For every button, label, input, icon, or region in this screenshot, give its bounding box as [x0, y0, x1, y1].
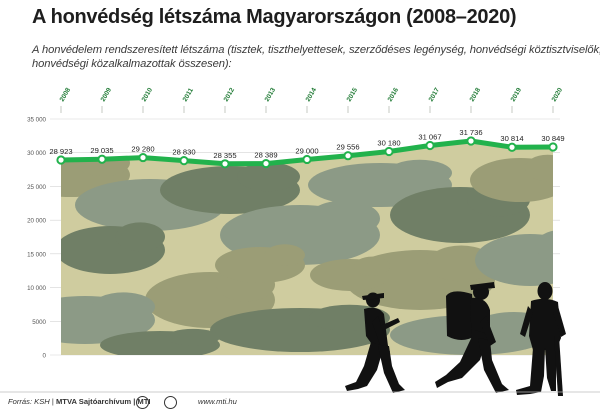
data-label: 29 280 — [131, 145, 154, 154]
x-tick-label: 2010 — [141, 87, 155, 103]
chart-subtitle-line-2: honvédségi közalkalmazottak összesen): — [32, 58, 232, 70]
footer-source-label: Forrás: KSH — [8, 397, 50, 406]
soldier-with-backpack-silhouette — [435, 282, 509, 393]
data-point — [343, 151, 353, 161]
camo-blob — [237, 162, 300, 192]
data-label: 28 923 — [49, 147, 72, 156]
footer-credit: MTVA Sajtóarchívum | MTI — [55, 397, 151, 406]
data-label: 28 830 — [172, 148, 195, 157]
mti-logo-icon — [164, 396, 177, 409]
chart-subtitle-line-1: A honvédelem rendszeresített létszáma (t… — [32, 44, 600, 56]
data-label: 31 736 — [459, 128, 482, 137]
data-point — [220, 159, 230, 169]
data-label: 30 849 — [541, 134, 564, 143]
camo-blob — [354, 256, 390, 276]
data-point — [138, 152, 148, 163]
data-label: 30 814 — [500, 134, 523, 143]
x-tick-label: 2013 — [264, 87, 278, 103]
camo-blob — [115, 222, 165, 252]
data-label: 29 035 — [90, 146, 113, 155]
y-tick-label: 0 — [43, 353, 47, 360]
chart-title: A honvédség létszáma Magyarországon (200… — [32, 6, 517, 28]
x-tick-label: 2012 — [223, 87, 237, 103]
data-label: 30 180 — [377, 139, 400, 148]
soldier-standing-silhouette — [516, 282, 566, 396]
data-markers — [56, 136, 558, 169]
data-point — [466, 136, 476, 146]
camo-blob — [387, 159, 452, 187]
data-point — [97, 154, 107, 164]
camo-blob — [525, 154, 553, 182]
y-tick-label: 10 000 — [27, 285, 46, 292]
camo-blob — [308, 200, 380, 237]
x-tick-label: 2020 — [551, 87, 565, 103]
data-point — [425, 140, 435, 151]
camo-blob — [470, 158, 553, 202]
x-tick-label: 2011 — [182, 87, 195, 103]
camo-blob — [92, 292, 155, 322]
soldier-silhouette — [345, 292, 405, 393]
x-tick-label: 2018 — [469, 87, 483, 103]
y-tick-label: 25 000 — [27, 184, 46, 191]
camo-blob — [535, 230, 553, 262]
data-point — [261, 158, 271, 169]
x-tick-label: 2015 — [346, 87, 360, 103]
footer-source: Forrás: KSH | MTVA Sajtóarchívum | MTI — [8, 397, 151, 406]
footer-url: www.mti.hu — [198, 397, 237, 406]
camo-blob — [166, 328, 220, 346]
y-tick-label: 5000 — [32, 319, 46, 326]
camo-blob — [475, 234, 553, 286]
x-axis-year-labels: 2008 2009 2010 2011 2012 2013 2014 2015 2016 2017… — [59, 87, 565, 113]
data-point — [56, 155, 66, 165]
mtva-logo-icon — [136, 396, 149, 409]
soldier-silhouettes — [345, 282, 566, 396]
data-point — [507, 142, 517, 152]
x-tick-label: 2008 — [59, 87, 73, 103]
data-point — [179, 156, 189, 166]
data-point — [384, 146, 394, 157]
data-value-labels: 28 923 29 035 29 280 28 830 28 355 28 389 29 0… — [49, 128, 564, 160]
data-label: 28 355 — [213, 151, 236, 160]
x-tick-label: 2019 — [510, 87, 524, 103]
x-tick-label: 2014 — [305, 87, 319, 103]
data-label: 29 556 — [336, 143, 359, 152]
x-tick-label: 2016 — [387, 87, 401, 103]
data-point — [302, 154, 312, 165]
data-point — [548, 142, 558, 152]
x-tick-label: 2017 — [428, 87, 442, 103]
y-axis: 0 5000 10 000 15 000 20 000 25 000 30 000 35 00… — [27, 117, 46, 360]
x-tick-label: 2009 — [100, 87, 114, 103]
camo-blob — [264, 244, 305, 266]
y-tick-label: 15 000 — [27, 251, 46, 258]
y-tick-label: 20 000 — [27, 218, 46, 225]
camouflage-area — [61, 141, 553, 355]
data-label: 29 000 — [295, 146, 318, 155]
y-tick-label: 30 000 — [27, 150, 46, 157]
data-label: 28 389 — [254, 151, 277, 160]
y-tick-label: 35 000 — [27, 117, 46, 124]
data-label: 31 067 — [418, 133, 441, 142]
